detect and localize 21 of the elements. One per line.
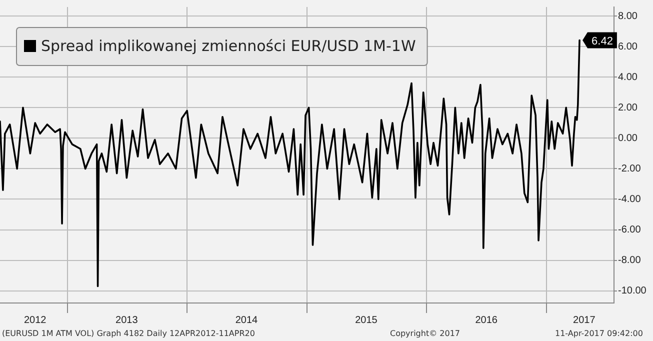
y-tick-label: -2.00 — [618, 163, 642, 174]
y-tick-label: 2.00 — [618, 102, 638, 114]
text: 11-Apr-2017 09:42:00 — [555, 329, 643, 338]
x-tick-label: 2013 — [116, 314, 138, 326]
y-tick-label: 8.00 — [618, 10, 638, 22]
y-tick-label: -6.00 — [618, 224, 642, 236]
x-tick-label: 2016 — [475, 314, 498, 326]
text: (EURUSD 1M ATM VOL) Graph 4182 Daily 12APR2012-11APR20 — [2, 329, 255, 338]
x-tick-label: 2017 — [573, 314, 596, 326]
legend-label: Spread implikowanej zmienności EUR/USD 1M-1W — [41, 36, 416, 55]
y-tick-label: -8.00 — [618, 255, 642, 266]
text: Copyright© 2017 — [390, 329, 460, 338]
y-tick-label: 0.00 — [618, 132, 638, 144]
y-tick-label: -10.00 — [618, 286, 647, 297]
x-tick-label: 2015 — [355, 314, 378, 326]
annotation: 6.42 — [592, 35, 613, 48]
y-tick-label: 4.00 — [618, 72, 638, 83]
y-tick-label: -4.00 — [618, 194, 642, 205]
x-tick-label: 2014 — [235, 314, 258, 326]
y-tick-label: 6.00 — [618, 41, 638, 52]
x-tick-label: 2012 — [24, 314, 47, 326]
